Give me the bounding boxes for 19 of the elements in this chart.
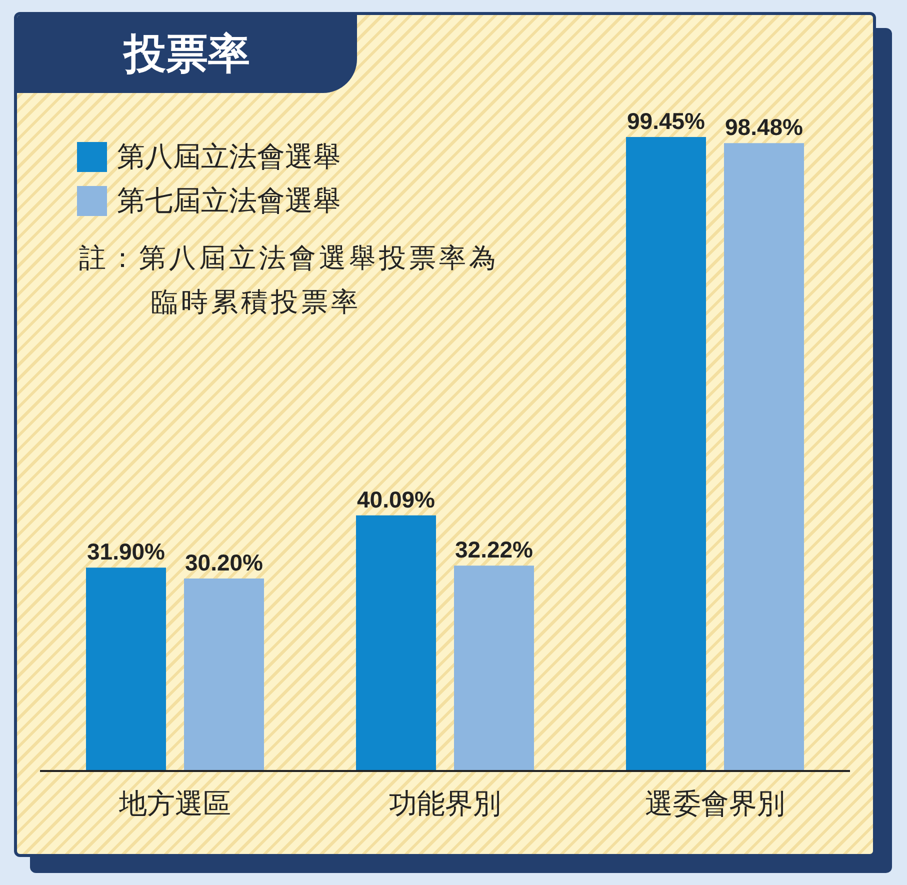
bar: [184, 578, 264, 771]
chart-title: 投票率: [17, 15, 357, 93]
bar: [86, 568, 166, 771]
x-tick-label: 選委會界別: [645, 786, 785, 820]
data-label: 32.22%: [454, 536, 534, 563]
data-label: 98.48%: [724, 114, 804, 140]
data-label: 30.20%: [184, 549, 264, 576]
bar: [356, 515, 436, 771]
annotation: 註：第八屆立法會選舉投票率為臨時累積投票率: [79, 242, 500, 320]
x-tick-label: 地方選區: [118, 786, 231, 820]
legend-label: 第七屆立法會選舉: [117, 183, 341, 219]
x-tick-label: 功能界別: [389, 786, 501, 820]
bar: [626, 137, 706, 771]
data-label: 40.09%: [356, 486, 436, 512]
data-label: 99.45%: [626, 108, 706, 134]
data-label: 31.90%: [86, 538, 166, 565]
legend-label: 第八屆立法會選舉: [117, 139, 341, 175]
bar: [724, 143, 804, 771]
bar: [454, 566, 534, 771]
